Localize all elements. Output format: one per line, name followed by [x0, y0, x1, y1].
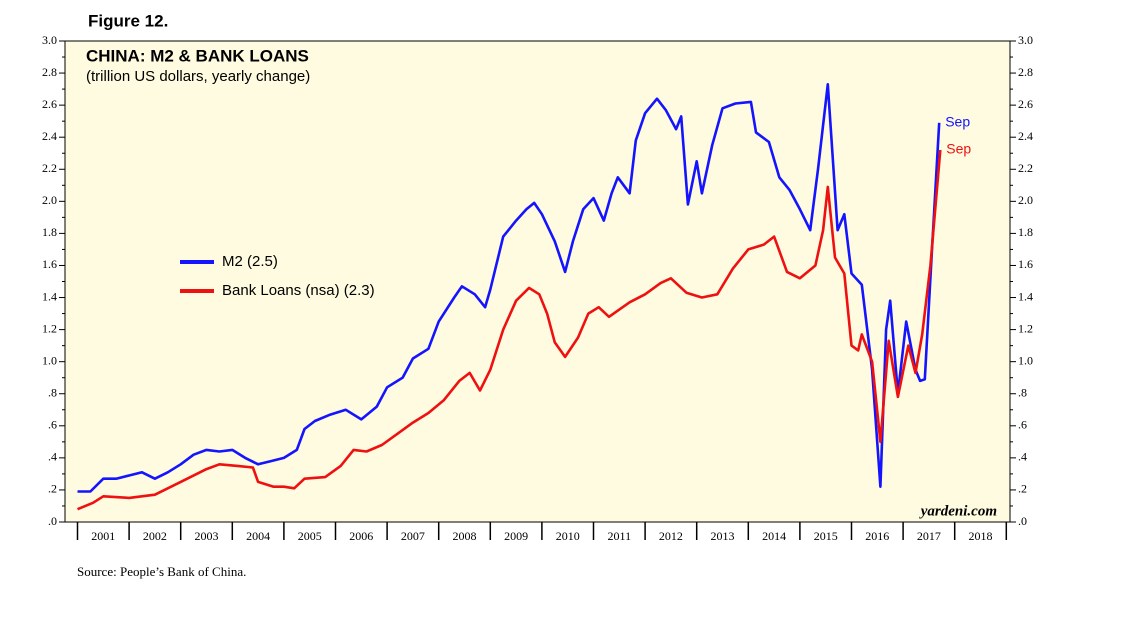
legend-label: Bank Loans (nsa) (2.3) — [222, 282, 375, 299]
x-tick-label: 2016 — [865, 529, 889, 543]
x-tick-label: 2008 — [453, 529, 477, 543]
x-tick-label: 2003 — [195, 529, 219, 543]
x-tick-label: 2004 — [246, 529, 270, 543]
x-tick-label: 2006 — [349, 529, 373, 543]
y-tick-label: 2.8 — [42, 65, 57, 79]
y-tick-label: 2.6 — [42, 97, 57, 111]
x-tick-label: 2013 — [711, 529, 735, 543]
x-tick-label: 2014 — [762, 529, 786, 543]
x-tick-label: 2012 — [659, 529, 683, 543]
y-tick-label: .4 — [48, 450, 57, 464]
series-line — [77, 83, 941, 493]
x-tick-label: 2005 — [298, 529, 322, 543]
x-tick-label: 2015 — [814, 529, 838, 543]
x-tick-label: 2002 — [143, 529, 167, 543]
x-tick-label: 2017 — [917, 529, 941, 543]
y2-tick-label: 1.0 — [1018, 353, 1033, 367]
y-tick-label: .2 — [48, 482, 57, 496]
end-label: Sep — [946, 141, 971, 157]
y2-tick-label: 3.0 — [1018, 33, 1033, 47]
y2-tick-label: 2.0 — [1018, 193, 1033, 207]
y2-tick-label: .8 — [1018, 385, 1027, 399]
y2-tick-label: .0 — [1018, 514, 1027, 528]
x-tick-label: 2010 — [556, 529, 580, 543]
plot-area — [64, 40, 1011, 523]
y2-tick-label: 2.6 — [1018, 97, 1033, 111]
y2-tick-label: 2.4 — [1018, 129, 1033, 143]
y-tick-label: 1.2 — [42, 321, 57, 335]
x-tick-label: 2007 — [401, 529, 425, 543]
chart-title: CHINA: M2 & BANK LOANS — [86, 46, 309, 65]
y-tick-label: 2.2 — [42, 161, 57, 175]
y-tick-label: 1.0 — [42, 353, 57, 367]
y-tick-label: 3.0 — [42, 33, 57, 47]
y-tick-label: .6 — [48, 418, 57, 432]
y-tick-label: .0 — [48, 514, 57, 528]
x-tick-label: 2001 — [91, 529, 115, 543]
x-tick-label: 2011 — [608, 529, 632, 543]
y2-tick-label: 2.8 — [1018, 65, 1033, 79]
y2-tick-label: 2.2 — [1018, 161, 1033, 175]
y-tick-label: 1.8 — [42, 225, 57, 239]
y2-tick-label: .6 — [1018, 418, 1027, 432]
y2-tick-label: 1.4 — [1018, 289, 1033, 303]
figure-label: Figure 12. — [88, 11, 168, 30]
y-tick-label: 2.0 — [42, 193, 57, 207]
legend-label: M2 (2.5) — [222, 253, 278, 270]
x-tick-label: 2018 — [969, 529, 993, 543]
y2-tick-label: 1.8 — [1018, 225, 1033, 239]
watermark: yardeni.com — [919, 503, 997, 519]
y-tick-label: 1.6 — [42, 257, 57, 271]
y2-tick-label: 1.6 — [1018, 257, 1033, 271]
y-tick-label: .8 — [48, 385, 57, 399]
y2-tick-label: 1.2 — [1018, 321, 1033, 335]
y2-tick-label: .4 — [1018, 450, 1027, 464]
x-tick-label: 2009 — [504, 529, 528, 543]
y-tick-label: 1.4 — [42, 289, 57, 303]
y2-tick-label: .2 — [1018, 482, 1027, 496]
series-line — [77, 149, 942, 511]
end-label: Sep — [945, 113, 970, 129]
chart-subtitle: (trillion US dollars, yearly change) — [86, 68, 310, 85]
y-tick-label: 2.4 — [42, 129, 57, 143]
source-note: Source: People’s Bank of China. — [77, 564, 246, 579]
